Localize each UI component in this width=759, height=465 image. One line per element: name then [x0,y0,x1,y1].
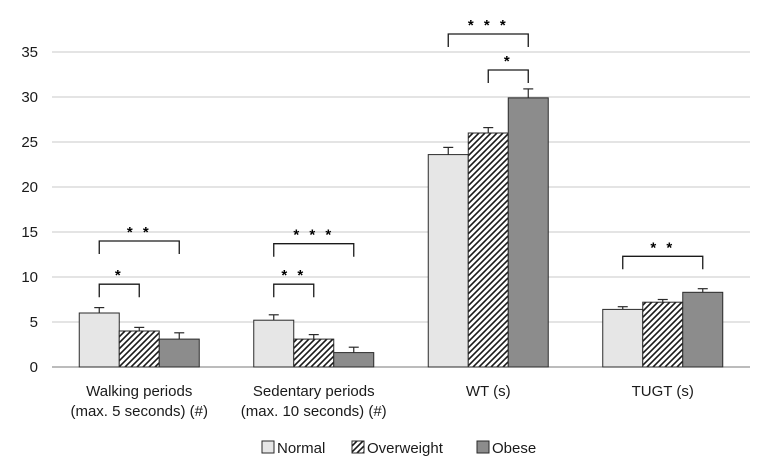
significance-label: * [115,267,124,284]
category-label: WT (s) [466,383,511,400]
y-tick-label: 15 [21,224,38,241]
y-axis: 0 5 10 15 20 25 30 35 [21,44,38,376]
category-label: (max. 10 seconds) (#) [241,403,387,420]
y-tick-label: 5 [30,314,38,331]
category-label: Sedentary periods [253,383,375,400]
significance-bracket [622,255,704,270]
category-label: TUGT (s) [632,383,694,400]
category-labels: Walking periods (max. 5 seconds) (#) Seden… [70,383,693,420]
significance-label: * * * [293,227,334,244]
bar-normal [427,154,469,368]
bar-obese [333,352,375,368]
y-tick-label: 30 [21,89,38,106]
legend-swatch-overweight [351,440,365,454]
y-tick-label: 10 [21,269,38,286]
bar-normal [602,308,644,368]
significance-bracket [447,33,529,47]
category-label: Walking periods [86,383,192,400]
legend-label-overweight: Overweight [367,440,444,457]
bar-normal [78,312,120,368]
category-label: (max. 5 seconds) (#) [70,403,208,420]
gridlines [52,51,750,368]
y-tick-label: 25 [21,134,38,151]
legend-label-obese: Obese [492,440,536,457]
legend: Normal Overweight Obese [261,440,536,457]
legend-swatch-normal [261,440,275,454]
bar-obese [682,291,724,368]
significance-brackets: * * * * * * * * * * * * * * [98,17,704,298]
significance-label: * * [127,224,152,241]
bar-overweight [467,132,509,368]
significance-bracket [98,240,180,254]
y-tick-label: 0 [30,359,38,376]
bar-overweight [293,338,335,368]
y-tick-label: 35 [21,44,38,61]
error-bars [94,88,708,353]
significance-bracket [487,69,529,83]
y-tick-label: 20 [21,179,38,196]
bar-overweight [118,330,160,368]
bar-normal [253,319,295,368]
legend-swatch-obese [476,440,490,454]
legend-label-normal: Normal [277,440,325,457]
significance-label: * * * [468,17,509,34]
bar-overweight [642,301,684,368]
bar-obese [158,338,200,368]
significance-bracket [273,243,355,257]
significance-bracket [273,283,315,298]
significance-label: * * [281,267,306,284]
significance-label: * * [650,239,675,256]
significance-label: * [504,53,513,70]
significance-bracket [98,283,140,298]
bars [78,97,724,368]
bar-obese [507,97,549,368]
